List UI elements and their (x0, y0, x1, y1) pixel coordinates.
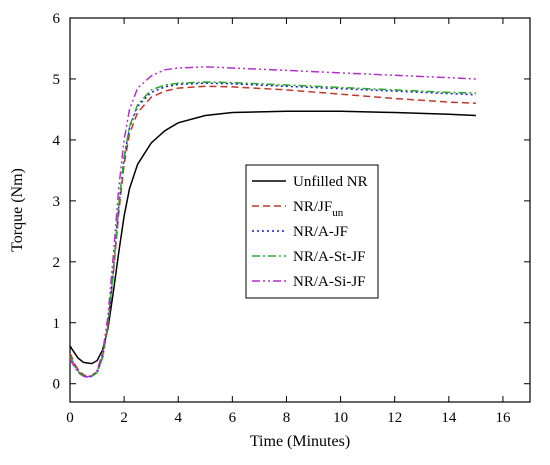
y-tick-label: 0 (53, 377, 61, 393)
legend-label-3: NR/A-St-JF (293, 249, 366, 265)
x-axis-title: Time (Minutes) (250, 433, 350, 450)
series-line-3 (69, 81, 476, 378)
y-tick-label: 2 (53, 255, 61, 271)
y-tick-label: 4 (53, 133, 61, 149)
x-tick-label: 2 (120, 410, 128, 426)
x-tick-label: 8 (283, 410, 291, 426)
x-tick-label: 4 (174, 410, 182, 426)
series-line-1 (69, 85, 476, 378)
x-tick-label: 0 (66, 410, 74, 426)
axes-group (69, 17, 531, 403)
x-tick-label: 12 (387, 410, 402, 426)
y-tick-label: 3 (53, 194, 61, 210)
series-line-0 (69, 110, 476, 365)
y-tick-label: 5 (53, 72, 61, 88)
x-tick-label: 16 (495, 410, 511, 426)
series-layer (69, 66, 476, 378)
legend-label-4: NR/A-Si-JF (293, 274, 366, 290)
legend-label-2: NR/A-JF (293, 224, 348, 240)
legend-label-0: Unfilled NR (293, 174, 368, 190)
series-line-4 (69, 66, 476, 378)
y-tick-label: 1 (53, 316, 61, 332)
plot-frame (69, 17, 531, 403)
x-tick-label: 6 (229, 410, 237, 426)
x-tick-label: 14 (441, 410, 457, 426)
legend-label-1: NR/JFun (293, 199, 344, 219)
y-axis-title: Torque (Nm) (9, 168, 26, 252)
x-tick-label: 10 (333, 410, 348, 426)
y-tick-label: 6 (53, 11, 61, 27)
legend: Unfilled NR NR/JFun NR/A-JF NR/A-St-JF NR/A-… (245, 164, 379, 299)
